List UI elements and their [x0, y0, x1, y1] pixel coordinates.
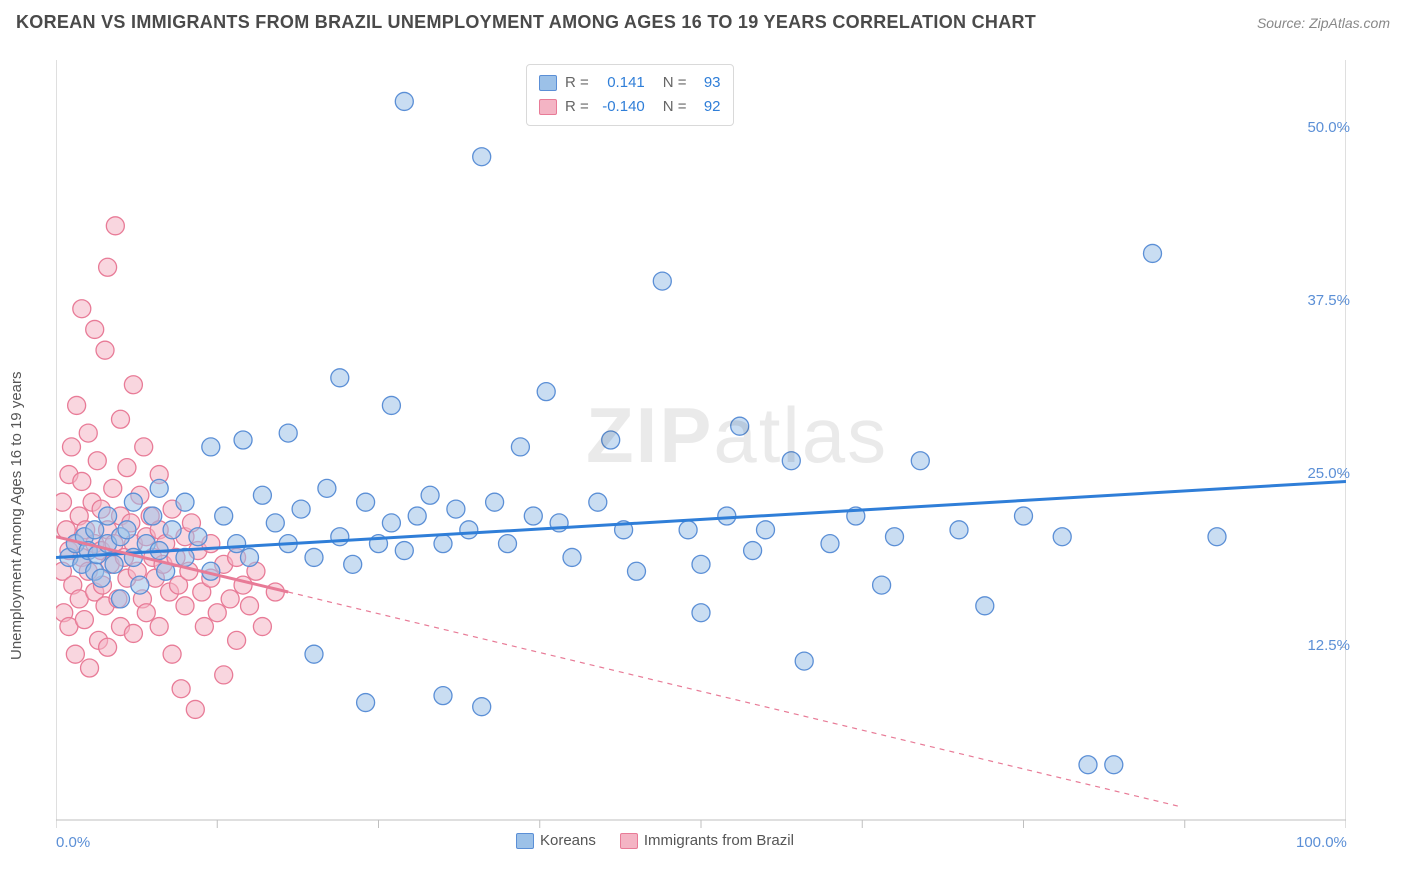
legend-label: Koreans — [540, 832, 596, 849]
y-tick-label: 12.5% — [1307, 637, 1350, 654]
y-tick-label: 37.5% — [1307, 292, 1350, 309]
plot-area: ZIPatlas R =0.141N =93R =-0.140N =92 Kor… — [56, 60, 1346, 820]
series-swatch — [620, 833, 638, 849]
series-swatch — [539, 99, 557, 115]
x-tick-label: 100.0% — [1296, 834, 1347, 851]
series-swatch — [516, 833, 534, 849]
source-text: Source: ZipAtlas.com — [1257, 15, 1390, 31]
series-legend: Koreans Immigrants from Brazil — [516, 832, 794, 849]
y-axis-label: Unemployment Among Ages 16 to 19 years — [8, 371, 25, 660]
r-label: R = — [565, 71, 589, 95]
legend-item: Immigrants from Brazil — [620, 832, 794, 849]
chart-title: KOREAN VS IMMIGRANTS FROM BRAZIL UNEMPLO… — [16, 12, 1036, 33]
n-label: N = — [663, 71, 687, 95]
series-swatch — [539, 75, 557, 91]
stats-row: R = 0.141 N = 93 — [539, 71, 721, 95]
scatter-chart — [56, 60, 1346, 860]
r-value: 0.141 — [597, 71, 645, 95]
x-tick-label: 0.0% — [56, 834, 90, 851]
title-bar: KOREAN VS IMMIGRANTS FROM BRAZIL UNEMPLO… — [16, 12, 1390, 33]
legend-label: Immigrants from Brazil — [644, 832, 794, 849]
legend-item: Koreans — [516, 832, 596, 849]
stats-row: R = -0.140 N = 92 — [539, 95, 721, 119]
r-label: R = — [565, 95, 589, 119]
r-value: -0.140 — [597, 95, 645, 119]
correlation-stats-box: R = 0.141 N = 93 R = -0.140 N = 92 — [526, 64, 734, 126]
n-label: N = — [663, 95, 687, 119]
y-tick-label: 50.0% — [1307, 119, 1350, 136]
y-tick-label: 25.0% — [1307, 465, 1350, 482]
n-value: 93 — [695, 71, 721, 95]
n-value: 92 — [695, 95, 721, 119]
